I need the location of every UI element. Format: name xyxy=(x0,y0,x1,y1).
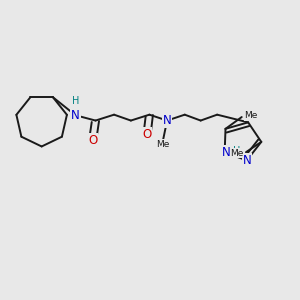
Text: O: O xyxy=(88,134,97,147)
Text: Me: Me xyxy=(157,140,170,149)
Text: O: O xyxy=(142,128,152,141)
Text: Me: Me xyxy=(244,111,257,120)
Text: H: H xyxy=(72,96,80,106)
Text: H: H xyxy=(233,146,240,157)
Text: Me: Me xyxy=(230,149,244,158)
Text: N: N xyxy=(242,154,251,167)
Text: N: N xyxy=(71,109,80,122)
Text: N: N xyxy=(222,146,231,159)
Text: N: N xyxy=(163,114,172,127)
